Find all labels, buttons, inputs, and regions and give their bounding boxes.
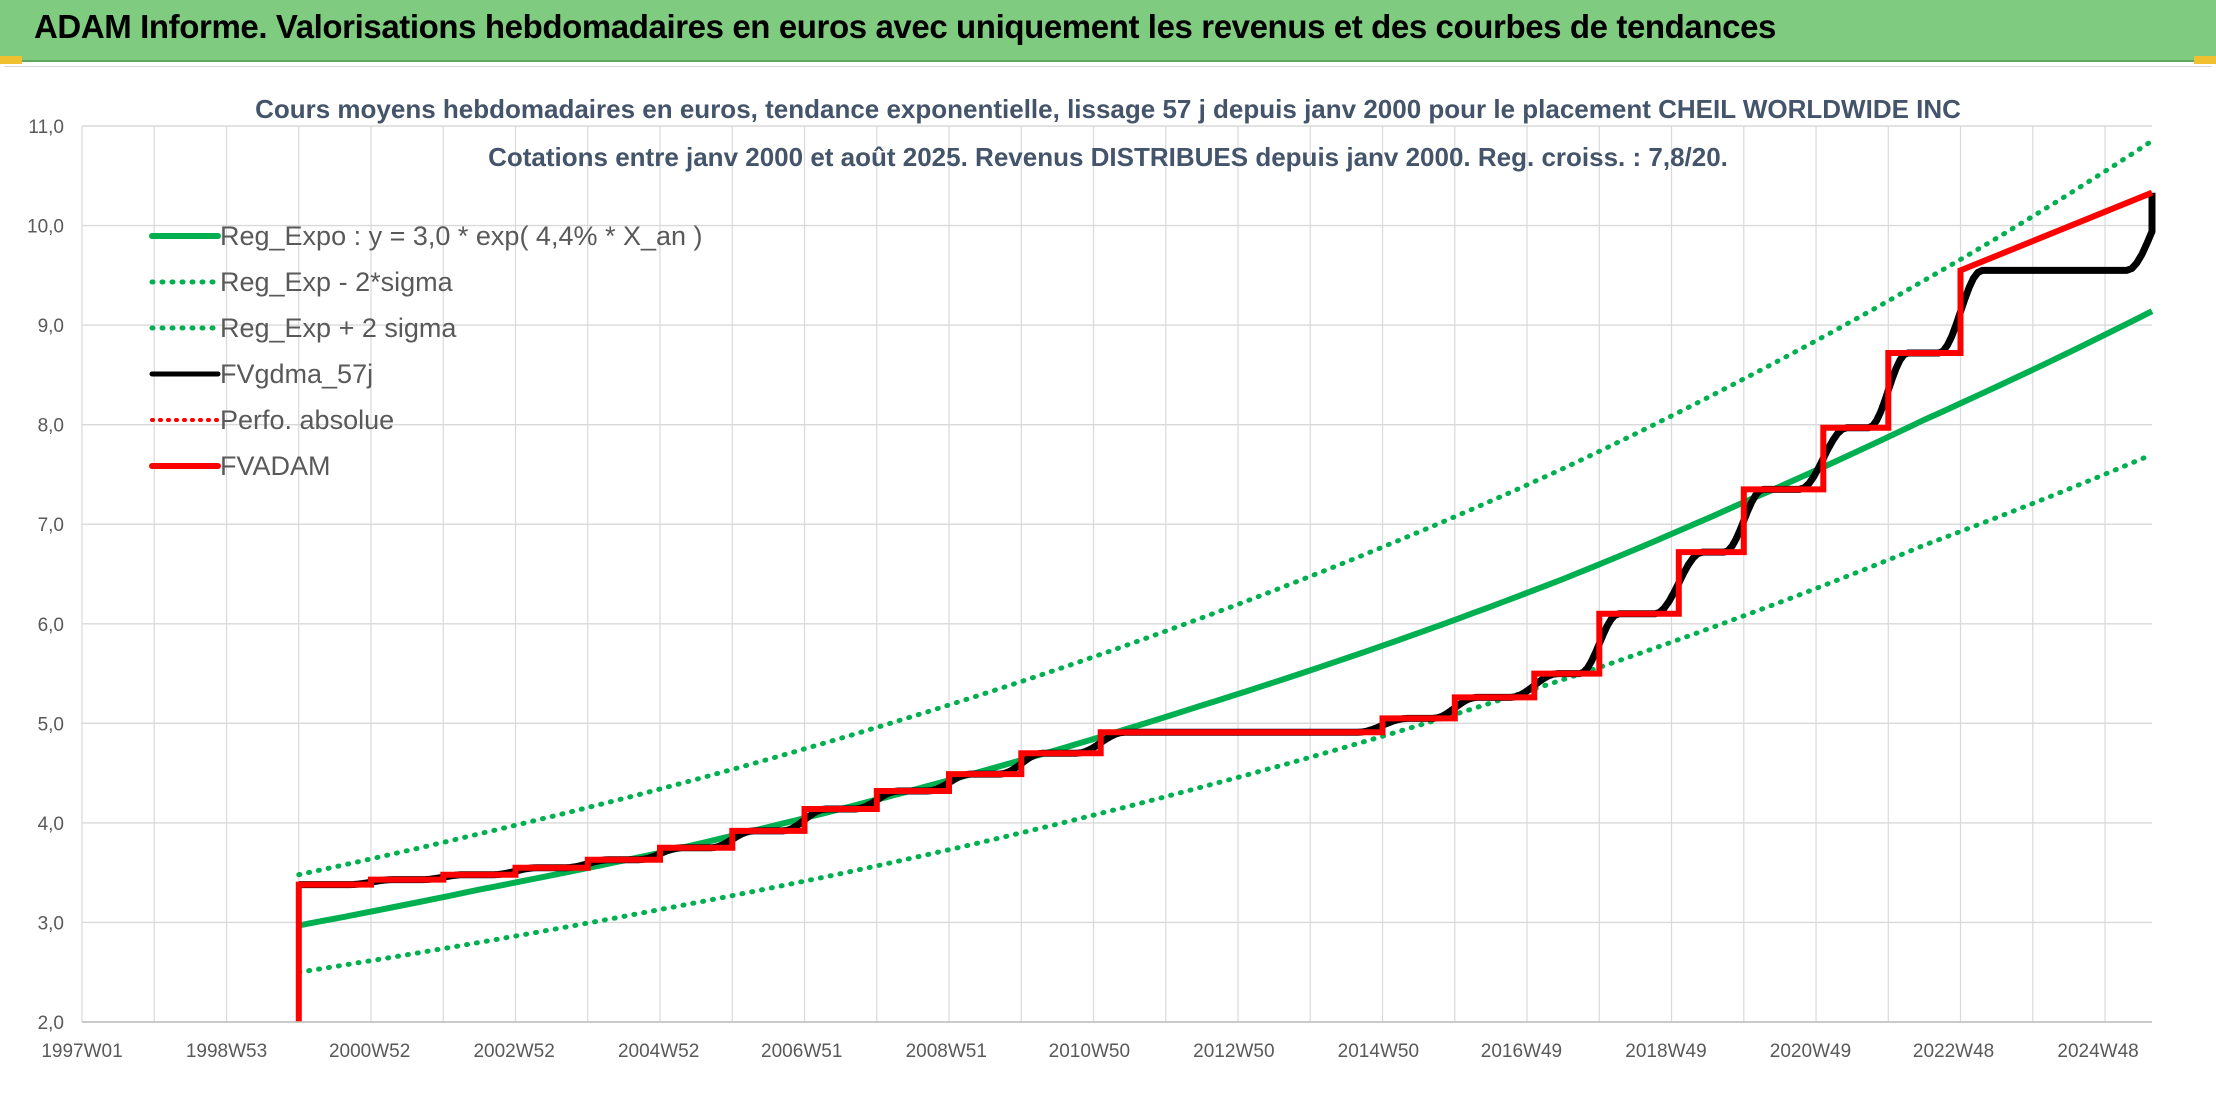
series-reg-exp-plus-2sigma: [296, 138, 2155, 878]
y-tick-label: 5,0: [38, 714, 64, 735]
y-tick-label: 10,0: [27, 217, 64, 238]
legend-label: FVgdma_57j: [220, 359, 373, 389]
series-fvadam: [295, 189, 2154, 1022]
report-banner-title: ADAM Informe. Valorisations hebdomadaire…: [34, 8, 1776, 45]
x-tick-label: 2008W51: [906, 1041, 987, 1062]
legend-item-reg-exp-plus-2sigma: Reg_Exp + 2 sigma: [149, 313, 457, 343]
y-tick-label: 9,0: [38, 316, 64, 337]
chart-frame-top: [4, 66, 2212, 67]
x-tick-label: 2014W50: [1338, 1041, 1419, 1062]
report-banner: ADAM Informe. Valorisations hebdomadaire…: [0, 0, 2216, 62]
y-tick-label: 3,0: [38, 913, 64, 934]
legend-label: Reg_Expo : y = 3,0 * exp( 4,4% * X_an ): [220, 221, 703, 251]
series-reg-exp-minus-2sigma: [296, 452, 2155, 975]
x-tick-label: 2000W52: [329, 1041, 410, 1062]
chart-subtitle: Cotations entre janv 2000 et août 2025. …: [488, 142, 1728, 172]
y-tick-label: 6,0: [38, 615, 64, 636]
legend-item-reg-expo: Reg_Expo : y = 3,0 * exp( 4,4% * X_an ): [149, 221, 703, 251]
chart-grid: [81, 125, 2152, 1023]
y-tick-label: 7,0: [38, 515, 64, 536]
corner-marker-right: [2194, 56, 2216, 64]
chart-legend: Reg_Expo : y = 3,0 * exp( 4,4% * X_an ) R…: [149, 221, 703, 481]
y-tick-label: 2,0: [38, 1013, 64, 1034]
y-tick-label: 4,0: [38, 814, 64, 835]
series-reg-expo: [298, 308, 2154, 929]
legend-label: Reg_Exp - 2*sigma: [220, 267, 454, 297]
chart-axes: 2,0 3,0 4,0 5,0 6,0 7,0 8,0 9,0 10,0 11,0 1997W01 1…: [27, 117, 2152, 1062]
legend-label: Perfo. absolue: [220, 405, 394, 435]
x-tick-label: 2012W50: [1193, 1041, 1274, 1062]
corner-marker-left: [0, 56, 22, 64]
x-tick-label: 2016W49: [1481, 1041, 1562, 1062]
legend-item-perfo-absolue: Perfo. absolue: [150, 405, 394, 435]
x-tick-label: 2020W49: [1770, 1041, 1851, 1062]
y-tick-label: 11,0: [28, 117, 64, 138]
x-tick-label: 1998W53: [186, 1041, 267, 1062]
x-tick-label: 1997W01: [41, 1041, 122, 1062]
x-tick-label: 2010W50: [1049, 1041, 1130, 1062]
legend-label: Reg_Exp + 2 sigma: [220, 313, 457, 343]
x-tick-label: 2006W51: [761, 1041, 842, 1062]
x-tick-label: 2018W49: [1625, 1041, 1706, 1062]
y-tick-label: 8,0: [38, 416, 64, 437]
chart-series: [295, 138, 2156, 1022]
series-fvgdma-57j: [298, 191, 2156, 889]
legend-item-reg-exp-minus-2sigma: Reg_Exp - 2*sigma: [149, 267, 454, 297]
legend-item-fvadam: FVADAM: [149, 451, 331, 481]
x-tick-label: 2004W52: [618, 1041, 699, 1062]
legend-label: FVADAM: [220, 451, 331, 481]
x-tick-label: 2002W52: [473, 1041, 554, 1062]
x-tick-label: 2024W48: [2057, 1041, 2138, 1062]
chart-title: Cours moyens hebdomadaires en euros, ten…: [255, 94, 1961, 124]
x-tick-label: 2022W48: [1913, 1041, 1994, 1062]
legend-item-fvgdma-57j: FVgdma_57j: [149, 359, 373, 389]
